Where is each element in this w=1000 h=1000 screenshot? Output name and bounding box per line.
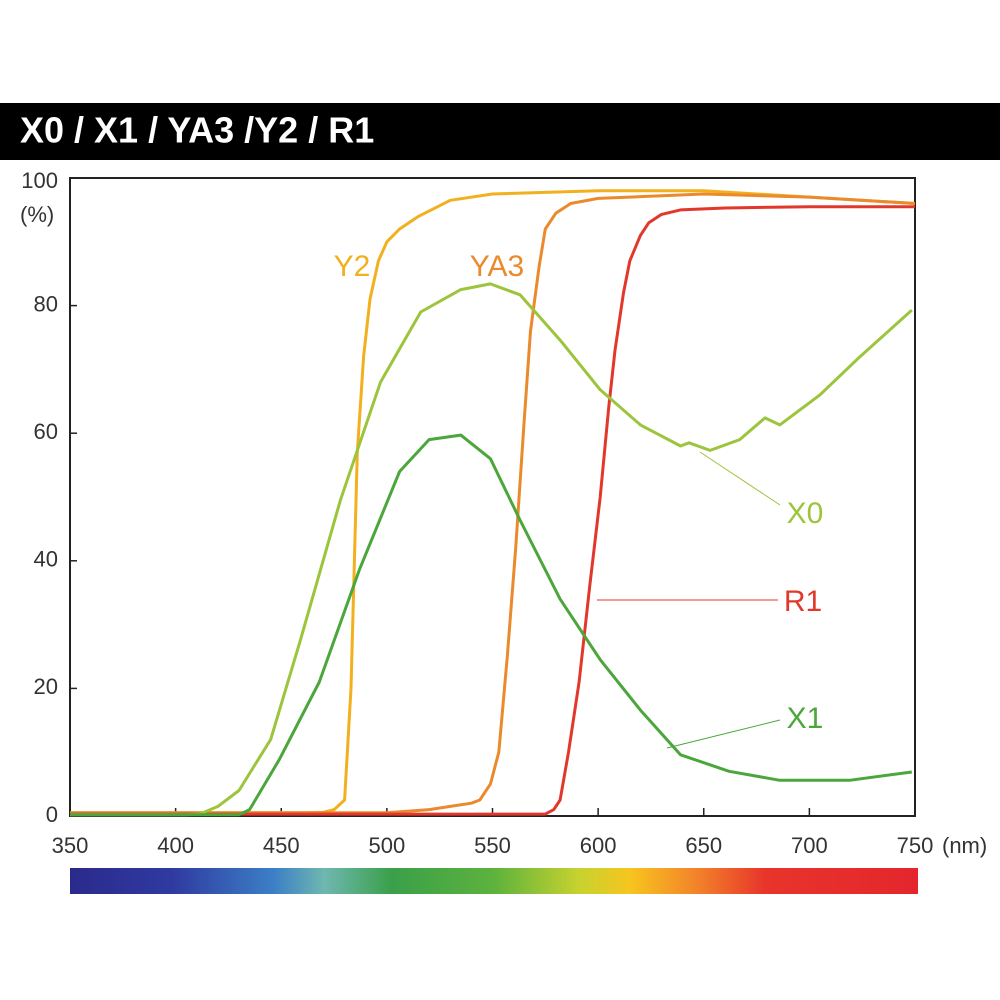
series-line — [70, 192, 916, 815]
title-bar — [0, 103, 1000, 160]
x-tick-label: 550 — [474, 833, 511, 858]
x-unit: (nm) — [942, 833, 987, 858]
leader-line — [666, 719, 781, 749]
y-tick-label: 20 — [34, 674, 58, 699]
series-label: X1 — [787, 702, 824, 735]
x-tick-label: 400 — [157, 833, 194, 858]
series-line — [70, 433, 912, 817]
series-label: R1 — [784, 585, 822, 618]
series-line — [70, 189, 916, 815]
y-tick-label: 80 — [34, 291, 58, 316]
x-tick-label: 750 — [897, 833, 934, 858]
x-tick-label: 650 — [685, 833, 722, 858]
series-label: Y2 — [334, 250, 371, 283]
series-label: YA3 — [470, 250, 524, 283]
y-tick-label: 100 — [21, 168, 58, 193]
series-line — [70, 282, 913, 817]
x-tick-label: 500 — [369, 833, 406, 858]
y-tick-label: 0 — [46, 802, 58, 827]
x-tick-label: 700 — [791, 833, 828, 858]
y-unit: (%) — [20, 202, 54, 227]
y-tick-label: 40 — [34, 547, 58, 572]
y-tick-label: 60 — [34, 419, 58, 444]
series-line — [70, 205, 915, 816]
series-label: X0 — [787, 497, 824, 530]
x-tick-label: 450 — [263, 833, 300, 858]
x-tick-label: 350 — [52, 833, 89, 858]
x-tick-label: 600 — [580, 833, 617, 858]
chart-title: X0 / X1 / YA3 /Y2 / R1 — [20, 110, 374, 151]
leader-line — [699, 451, 781, 506]
spectrum-bar — [70, 868, 918, 894]
